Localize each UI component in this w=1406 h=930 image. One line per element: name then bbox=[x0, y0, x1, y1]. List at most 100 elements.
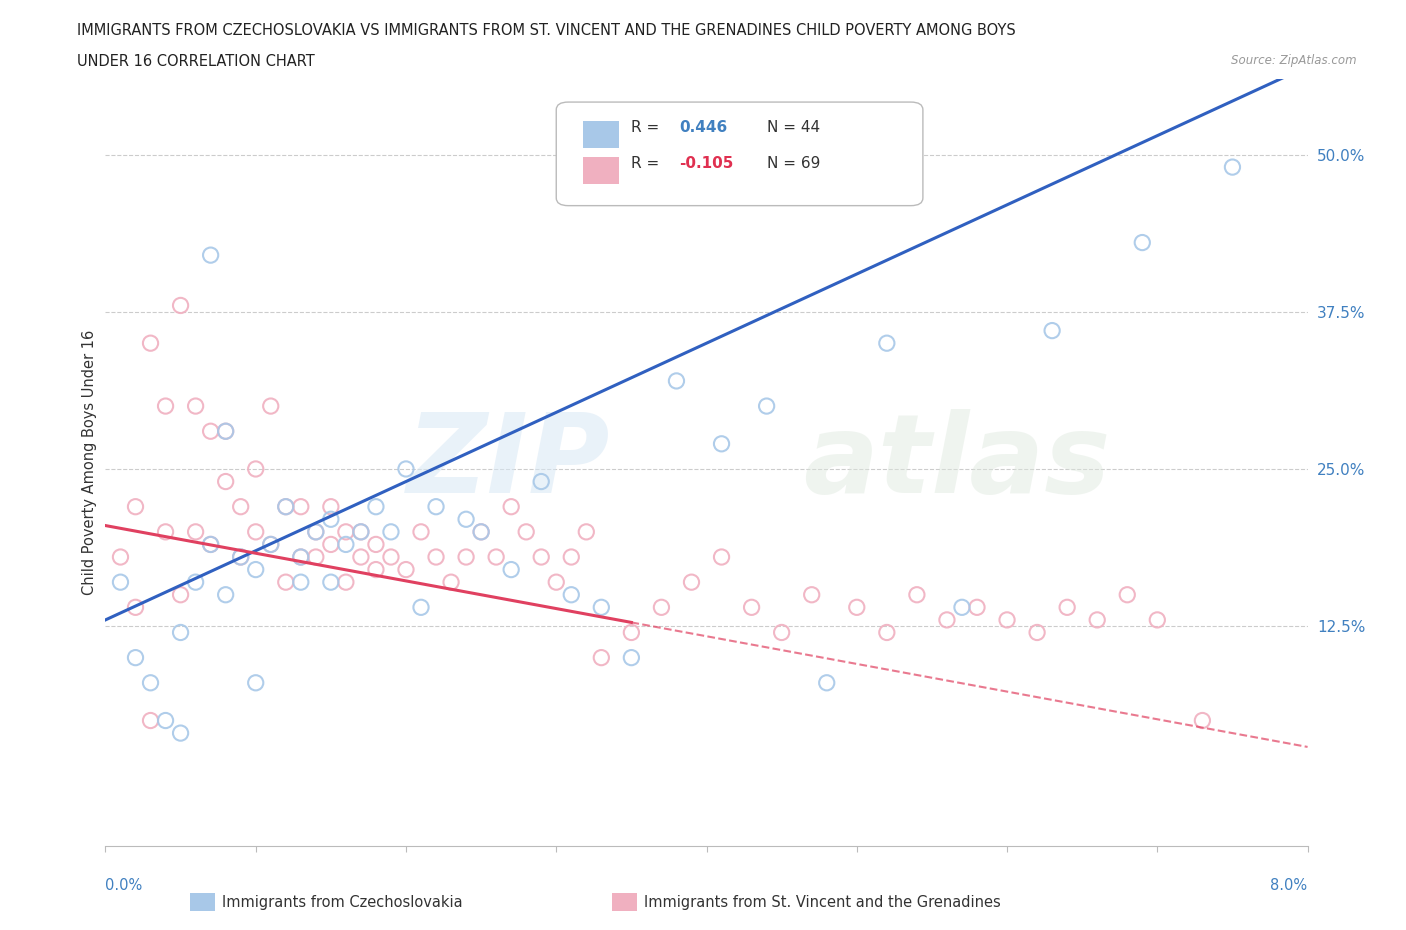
Point bbox=[409, 600, 432, 615]
Point bbox=[1026, 625, 1049, 640]
Text: N = 69: N = 69 bbox=[766, 156, 820, 171]
Text: R =: R = bbox=[631, 120, 664, 135]
Text: 0.446: 0.446 bbox=[679, 120, 727, 135]
Point bbox=[876, 625, 898, 640]
Text: -0.105: -0.105 bbox=[679, 156, 734, 171]
Point bbox=[530, 474, 553, 489]
Point bbox=[995, 613, 1018, 628]
Point bbox=[409, 525, 432, 539]
Text: UNDER 16 CORRELATION CHART: UNDER 16 CORRELATION CHART bbox=[77, 54, 315, 69]
Point bbox=[485, 550, 508, 565]
Point bbox=[214, 474, 236, 489]
Point bbox=[305, 525, 328, 539]
Text: 0.0%: 0.0% bbox=[105, 878, 142, 893]
FancyBboxPatch shape bbox=[582, 157, 619, 184]
Point bbox=[560, 588, 582, 603]
Point bbox=[274, 499, 297, 514]
Text: atlas: atlas bbox=[803, 409, 1111, 516]
Point bbox=[260, 399, 283, 414]
Point bbox=[530, 550, 553, 565]
Point bbox=[770, 625, 793, 640]
Point bbox=[350, 550, 373, 565]
Text: R =: R = bbox=[631, 156, 664, 171]
Point bbox=[245, 562, 267, 577]
Point bbox=[950, 600, 973, 615]
Point bbox=[501, 499, 523, 514]
Point bbox=[425, 499, 447, 514]
Point bbox=[395, 461, 418, 476]
Point bbox=[1191, 713, 1213, 728]
Point bbox=[169, 625, 191, 640]
Point bbox=[876, 336, 898, 351]
Point bbox=[364, 499, 387, 514]
Point bbox=[290, 550, 312, 565]
Point bbox=[1130, 235, 1153, 250]
Point bbox=[319, 499, 342, 514]
Point bbox=[214, 424, 236, 439]
Point bbox=[440, 575, 463, 590]
Point bbox=[395, 562, 418, 577]
Point bbox=[1222, 160, 1244, 175]
Point bbox=[620, 625, 643, 640]
Point bbox=[124, 650, 146, 665]
Point bbox=[335, 525, 357, 539]
Point bbox=[169, 725, 191, 740]
Point bbox=[650, 600, 672, 615]
Text: N = 44: N = 44 bbox=[766, 120, 820, 135]
Point bbox=[169, 298, 191, 312]
Point bbox=[591, 600, 613, 615]
Y-axis label: Child Poverty Among Boys Under 16: Child Poverty Among Boys Under 16 bbox=[82, 330, 97, 595]
Point bbox=[335, 537, 357, 551]
Point bbox=[155, 713, 177, 728]
Text: 8.0%: 8.0% bbox=[1271, 878, 1308, 893]
Point bbox=[155, 399, 177, 414]
Point bbox=[139, 713, 162, 728]
Point bbox=[575, 525, 598, 539]
Point bbox=[560, 550, 582, 565]
Point bbox=[350, 525, 373, 539]
Point bbox=[319, 575, 342, 590]
Point bbox=[229, 550, 252, 565]
Point bbox=[229, 499, 252, 514]
Point bbox=[260, 537, 283, 551]
Point bbox=[470, 525, 492, 539]
Point bbox=[200, 537, 222, 551]
Point bbox=[305, 550, 328, 565]
Point bbox=[184, 399, 207, 414]
Point bbox=[364, 562, 387, 577]
Point bbox=[665, 374, 688, 389]
Point bbox=[110, 550, 132, 565]
Point bbox=[184, 525, 207, 539]
Point bbox=[380, 525, 402, 539]
Point bbox=[936, 613, 959, 628]
Point bbox=[591, 650, 613, 665]
Text: Immigrants from Czechoslovakia: Immigrants from Czechoslovakia bbox=[222, 895, 463, 910]
Point bbox=[681, 575, 703, 590]
Point bbox=[260, 537, 283, 551]
Point bbox=[245, 461, 267, 476]
Point bbox=[710, 436, 733, 451]
Point bbox=[290, 575, 312, 590]
Point bbox=[454, 512, 477, 526]
Point bbox=[245, 525, 267, 539]
Point bbox=[454, 550, 477, 565]
Point bbox=[364, 537, 387, 551]
Point bbox=[200, 424, 222, 439]
Point bbox=[845, 600, 868, 615]
Point bbox=[184, 575, 207, 590]
Point bbox=[274, 499, 297, 514]
Point bbox=[319, 537, 342, 551]
Text: Immigrants from St. Vincent and the Grenadines: Immigrants from St. Vincent and the Gren… bbox=[644, 895, 1001, 910]
Point bbox=[214, 588, 236, 603]
Point bbox=[110, 575, 132, 590]
Point bbox=[290, 499, 312, 514]
Point bbox=[1146, 613, 1168, 628]
Text: ZIP: ZIP bbox=[406, 409, 610, 516]
Point bbox=[169, 588, 191, 603]
Point bbox=[815, 675, 838, 690]
Point bbox=[200, 247, 222, 262]
Point bbox=[319, 512, 342, 526]
Point bbox=[501, 562, 523, 577]
Point bbox=[470, 525, 492, 539]
Point bbox=[546, 575, 568, 590]
